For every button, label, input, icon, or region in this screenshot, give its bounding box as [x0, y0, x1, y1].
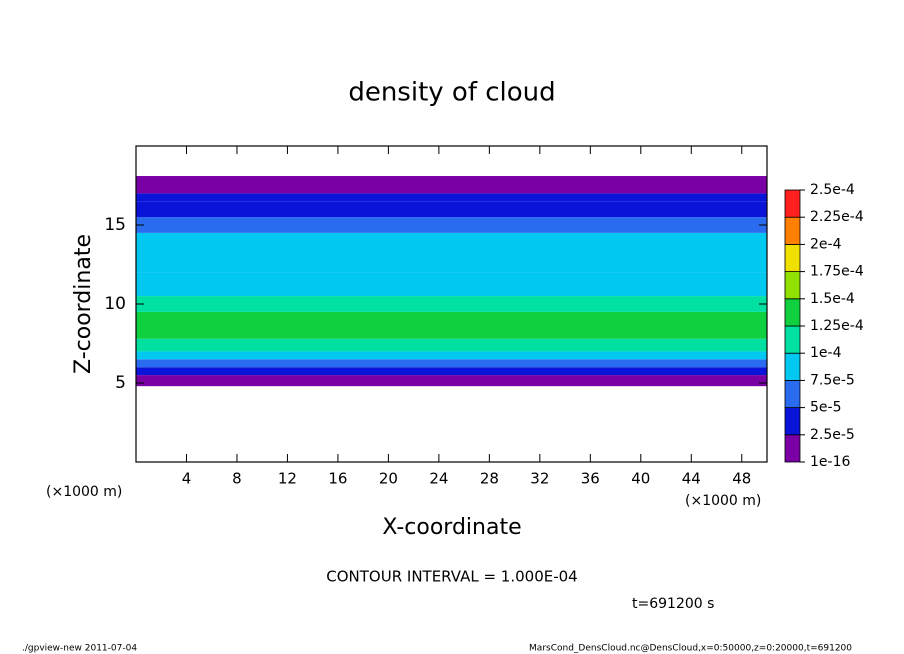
- x-tick-label: 32: [530, 470, 549, 488]
- density-band: [136, 375, 767, 387]
- x-tick-label: 44: [682, 470, 701, 488]
- x-unit: (×1000 m): [46, 484, 122, 500]
- x-tick-label: 40: [631, 470, 650, 488]
- density-band: [136, 311, 767, 339]
- colorbar-swatch: [784, 325, 801, 354]
- y-tick-label: 15: [104, 215, 126, 235]
- colorbar-label: 2e-4: [810, 236, 842, 252]
- x-tick-label: 24: [429, 470, 448, 488]
- colorbar-swatch: [784, 379, 801, 408]
- colorbar-label: 1.75e-4: [810, 264, 864, 280]
- y-tick-label: 10: [104, 294, 126, 314]
- chart-title: density of cloud: [348, 78, 555, 108]
- colorbar-swatch: [784, 271, 801, 300]
- footer: MarsCond_DensCloud.nc@DensCloud,x=0:5000…: [529, 644, 852, 654]
- x-axis-label: X-coordinate: [382, 515, 521, 540]
- density-band: [136, 201, 767, 218]
- colorbar-label: 1.25e-4: [810, 318, 864, 334]
- time-note: t=691200 s: [632, 596, 714, 612]
- density-band: [136, 296, 767, 312]
- density-band: [136, 193, 767, 202]
- x-tick-label: 8: [232, 470, 242, 488]
- density-band: [136, 338, 767, 352]
- y-tick-label: 5: [115, 373, 126, 393]
- density-band: [136, 232, 767, 273]
- colorbar-swatch: [784, 298, 801, 327]
- colorbar-label: 2.5e-5: [810, 427, 855, 443]
- x-tick-label: 16: [328, 470, 347, 488]
- x-tick-label: 28: [480, 470, 499, 488]
- colorbar-swatch: [784, 407, 801, 436]
- density-band: [136, 272, 767, 297]
- colorbar-label: 1e-16: [810, 454, 850, 470]
- density-band: [136, 176, 767, 194]
- x-tick-label: 20: [379, 470, 398, 488]
- colorbar-label: 2.25e-4: [810, 209, 864, 225]
- colorbar-swatch: [784, 352, 801, 381]
- x-tick-label: 36: [581, 470, 600, 488]
- colorbar-swatch: [784, 189, 801, 218]
- y-axis-label: Z-coordinate: [71, 234, 96, 374]
- colorbar-label: 7.5e-5: [810, 372, 855, 388]
- colorbar-label: 5e-5: [810, 400, 841, 416]
- colorbar-label: 1e-4: [810, 345, 842, 361]
- density-band: [136, 217, 767, 233]
- x-tick-label: 4: [182, 470, 192, 488]
- density-band: [136, 351, 767, 360]
- colorbar-swatch: [784, 434, 801, 463]
- colorbar-swatch: [784, 243, 801, 272]
- footer: ./gpview-new 2011-07-04: [22, 644, 137, 654]
- x-tick-label: 12: [278, 470, 297, 488]
- density-band: [136, 359, 767, 368]
- contour-note: CONTOUR INTERVAL = 1.000E-04: [326, 568, 577, 586]
- colorbar-label: 1.5e-4: [810, 291, 855, 307]
- colorbar-label: 2.5e-4: [810, 182, 855, 198]
- colorbar-swatch: [784, 216, 801, 245]
- x-tick-label: 48: [732, 470, 751, 488]
- x-unit: (×1000 m): [685, 493, 761, 509]
- density-band: [136, 367, 767, 376]
